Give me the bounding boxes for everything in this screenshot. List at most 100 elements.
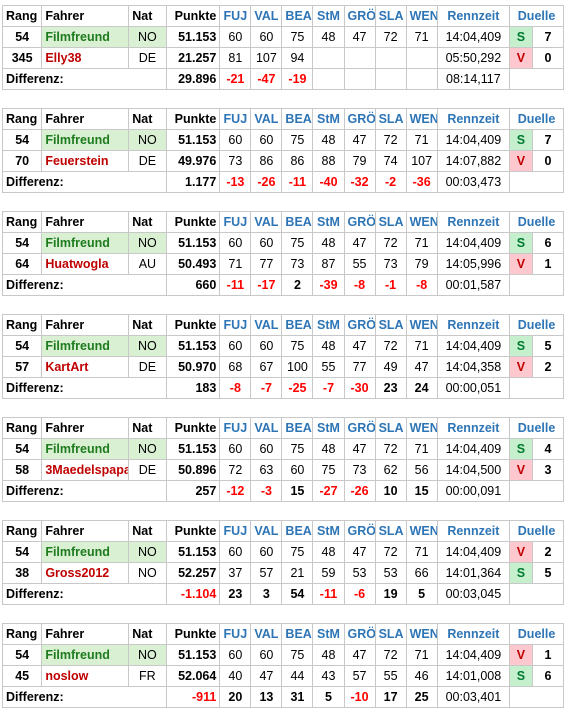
header-duelle: Duelle xyxy=(509,417,564,439)
duel-table: Rang Fahrer Nat Punkte FUJ VAL BEA StM GRÖ SLA WEN… xyxy=(1,314,565,399)
race-time: 05:50,292 xyxy=(436,47,511,69)
race-result: 72 xyxy=(374,26,407,48)
header-wen: WEN xyxy=(405,417,438,439)
race-difference: 19 xyxy=(374,583,407,605)
race-result: 47 xyxy=(250,665,283,687)
race-result: 71 xyxy=(405,541,438,563)
nation-cell: NO xyxy=(128,26,167,48)
header-gro: GRÖ xyxy=(343,520,376,542)
race-result: 53 xyxy=(343,562,376,584)
race-result xyxy=(312,47,345,69)
header-fuj: FUJ xyxy=(219,108,252,130)
header-wen: WEN xyxy=(405,520,438,542)
points-difference: -1.104 xyxy=(165,583,221,605)
rang-cell: 54 xyxy=(1,438,43,460)
race-difference: 3 xyxy=(250,583,283,605)
driver-name: Filmfreund xyxy=(41,232,130,254)
duel-empty xyxy=(509,583,564,605)
header-rang: Rang xyxy=(1,520,43,542)
points-cell: 51.153 xyxy=(165,541,221,563)
points-cell: 52.064 xyxy=(165,665,221,687)
driver-name: Filmfreund xyxy=(41,26,130,48)
race-difference: -40 xyxy=(312,171,345,193)
duel-count: 1 xyxy=(531,644,565,666)
race-result: 71 xyxy=(219,253,252,275)
race-result: 46 xyxy=(405,665,438,687)
race-difference: -32 xyxy=(343,171,376,193)
race-result: 107 xyxy=(250,47,283,69)
points-difference: 1.177 xyxy=(165,171,221,193)
duel-table: Rang Fahrer Nat Punkte FUJ VAL BEA StM GRÖ SLA WEN… xyxy=(1,623,565,708)
race-result: 79 xyxy=(405,253,438,275)
duel-outcome-badge: V xyxy=(509,541,533,563)
race-difference: 20 xyxy=(219,686,252,708)
race-difference xyxy=(374,68,407,90)
nation-cell: NO xyxy=(128,232,167,254)
points-cell: 51.153 xyxy=(165,438,221,460)
race-difference: -7 xyxy=(250,377,283,399)
duel-outcome-badge: V xyxy=(509,356,533,378)
player-row: 54 Filmfreund NO 51.153 60 60 75 48 47 72 71 14:04,… xyxy=(1,438,565,460)
points-cell: 50.493 xyxy=(165,253,221,275)
race-result: 72 xyxy=(374,129,407,151)
points-cell: 51.153 xyxy=(165,335,221,357)
race-result: 81 xyxy=(219,47,252,69)
header-duelle: Duelle xyxy=(509,520,564,542)
header-punkte: Punkte xyxy=(165,623,221,645)
header-sla: SLA xyxy=(374,314,407,336)
duel-table: Rang Fahrer Nat Punkte FUJ VAL BEA StM GRÖ SLA WEN… xyxy=(1,417,565,502)
nation-cell: NO xyxy=(128,541,167,563)
header-fahrer: Fahrer xyxy=(41,5,130,27)
duel-tables: Rang Fahrer Nat Punkte FUJ VAL BEA StM GRÖ SLA WEN… xyxy=(1,5,565,726)
header-fahrer: Fahrer xyxy=(41,623,130,645)
header-rang: Rang xyxy=(1,108,43,130)
race-difference: 2 xyxy=(281,274,314,296)
race-result: 87 xyxy=(312,253,345,275)
race-result: 71 xyxy=(405,129,438,151)
race-result: 60 xyxy=(219,129,252,151)
race-result xyxy=(405,47,438,69)
race-difference: -21 xyxy=(219,68,252,90)
header-bea: BEA xyxy=(281,211,314,233)
duel-count: 2 xyxy=(531,541,565,563)
difference-label: Differenz: xyxy=(2,171,167,193)
player-row: 54 Filmfreund NO 51.153 60 60 75 48 47 72 71 14:04,… xyxy=(1,541,565,563)
driver-name: Elly38 xyxy=(41,47,130,69)
race-result: 47 xyxy=(343,335,376,357)
duel-count: 2 xyxy=(531,356,565,378)
race-time: 14:04,409 xyxy=(436,26,511,48)
race-result: 73 xyxy=(219,150,252,172)
driver-name: 3Maedelspapa xyxy=(41,459,130,481)
header-val: VAL xyxy=(250,211,283,233)
race-result: 48 xyxy=(312,129,345,151)
duel-outcome-badge: S xyxy=(509,665,533,687)
nation-cell: AU xyxy=(128,253,167,275)
points-cell: 51.153 xyxy=(165,232,221,254)
header-bea: BEA xyxy=(281,5,314,27)
race-difference xyxy=(405,68,438,90)
header-bea: BEA xyxy=(281,417,314,439)
header-stm: StM xyxy=(312,314,345,336)
header-duelle: Duelle xyxy=(509,108,564,130)
race-result: 86 xyxy=(250,150,283,172)
time-difference: 00:00,091 xyxy=(436,480,511,502)
race-time: 14:04,409 xyxy=(436,232,511,254)
race-difference: 5 xyxy=(405,583,438,605)
race-result: 73 xyxy=(343,459,376,481)
header-sla: SLA xyxy=(374,417,407,439)
duel-count: 0 xyxy=(531,47,565,69)
header-sla: SLA xyxy=(374,108,407,130)
race-result: 37 xyxy=(219,562,252,584)
race-difference: -11 xyxy=(219,274,252,296)
duel-empty xyxy=(509,686,564,708)
header-nat: Nat xyxy=(128,211,167,233)
race-difference: -8 xyxy=(343,274,376,296)
race-result: 107 xyxy=(405,150,438,172)
race-result: 94 xyxy=(281,47,314,69)
points-difference: 660 xyxy=(165,274,221,296)
rang-cell: 54 xyxy=(1,232,43,254)
header-fuj: FUJ xyxy=(219,623,252,645)
nation-cell: FR xyxy=(128,665,167,687)
race-result: 75 xyxy=(281,232,314,254)
points-cell: 51.153 xyxy=(165,644,221,666)
